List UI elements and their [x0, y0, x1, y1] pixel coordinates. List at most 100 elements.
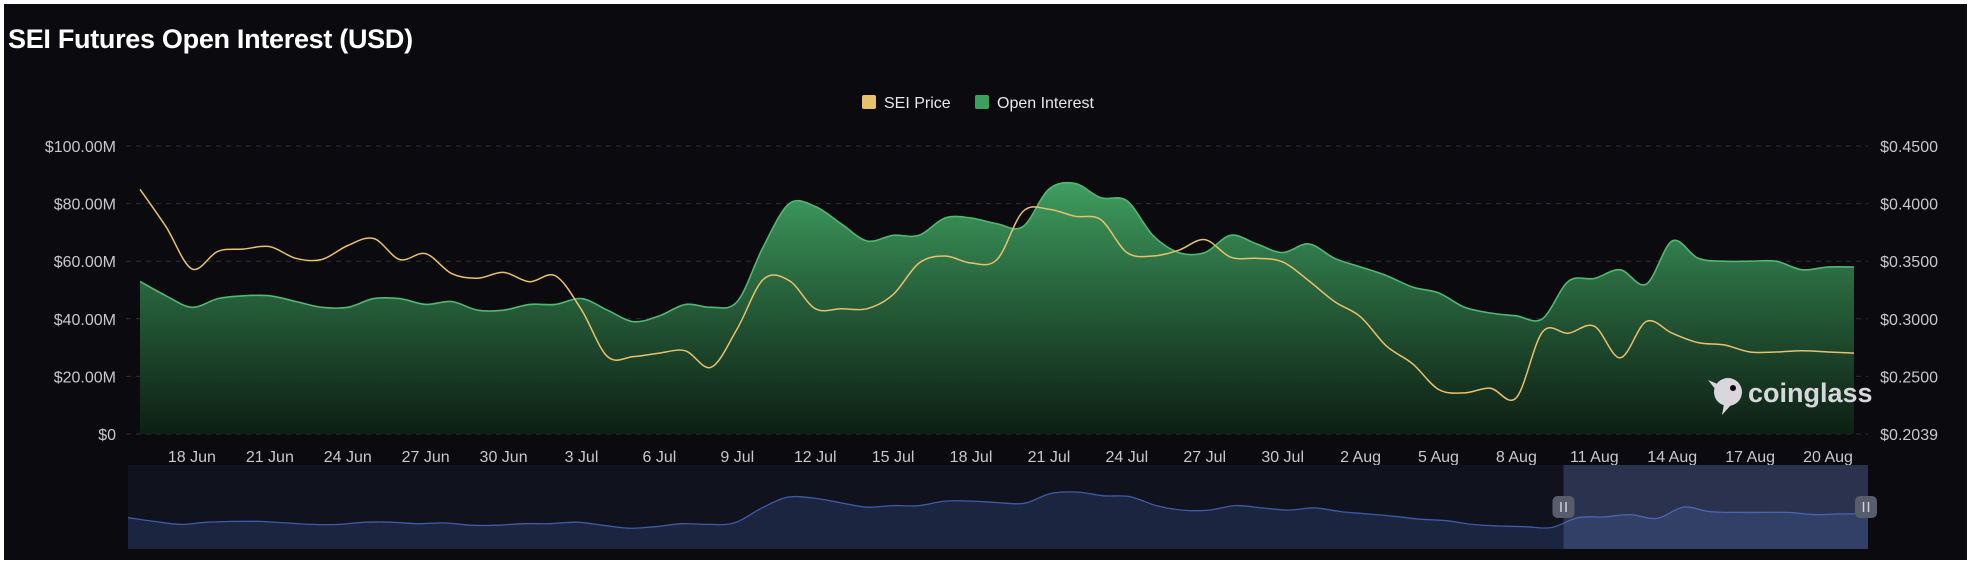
sei-price-point: [1177, 248, 1181, 252]
x-tick-label: 11 Aug: [1570, 449, 1619, 466]
open-interest-point: [1410, 285, 1414, 289]
sei-price-point: [605, 354, 609, 358]
y-right-tick-label: $0.3000: [1880, 312, 1938, 329]
sei-price-point: [1099, 218, 1103, 222]
x-tick-label: 15 Jul: [872, 449, 915, 466]
sei-price-point: [1280, 260, 1284, 264]
sei-price-point: [1358, 315, 1362, 319]
navigator-handle-left[interactable]: [1552, 496, 1575, 518]
open-interest-point: [1748, 259, 1752, 263]
x-tick-label: 18 Jun: [168, 449, 216, 466]
sei-price-point: [657, 351, 661, 355]
open-interest-point: [839, 222, 843, 226]
open-interest-point: [527, 302, 531, 306]
y-axis-right: $0.2039 $0.2500 $0.3000 $0.3500 $0.4000 $0.45…: [1880, 139, 1938, 444]
sei-price-point: [449, 271, 453, 275]
open-interest-point: [1488, 311, 1492, 315]
open-interest-point: [423, 302, 427, 306]
x-tick-label: 30 Jun: [480, 449, 528, 466]
sei-price-point: [1488, 386, 1492, 390]
x-tick-label: 6 Jul: [642, 449, 676, 466]
sei-price-point: [1462, 391, 1466, 395]
open-interest-point: [294, 299, 298, 303]
open-interest-point: [579, 296, 583, 300]
sei-price-point: [1592, 324, 1596, 328]
x-tick-label: 30 Jul: [1261, 449, 1304, 466]
open-interest-point: [1125, 199, 1129, 203]
sei-price-point: [268, 244, 272, 248]
x-tick-label: 2 Aug: [1340, 449, 1381, 466]
sei-price-point: [501, 270, 505, 274]
sei-price-point: [1644, 319, 1648, 323]
navigator-handle-right[interactable]: [1855, 496, 1877, 518]
open-interest-point: [1800, 268, 1804, 272]
open-interest-point: [1280, 250, 1284, 254]
open-interest-point: [1021, 224, 1025, 228]
sei-price-point: [1566, 331, 1570, 335]
sei-price-point: [761, 277, 765, 281]
x-tick-label: 24 Jul: [1105, 449, 1148, 466]
x-tick-label: 27 Jun: [402, 449, 450, 466]
navigator-selection[interactable]: [1563, 465, 1869, 549]
y-right-tick-label: $0.3500: [1880, 254, 1938, 271]
sei-price-point: [553, 274, 557, 278]
x-tick-label: 3 Jul: [565, 449, 599, 466]
series-open-interest-line: [139, 181, 1855, 323]
x-tick-label: 21 Jun: [246, 449, 294, 466]
sei-price-point: [1722, 343, 1726, 347]
y-right-tick-label: $0.4000: [1880, 197, 1938, 214]
sei-price-point: [995, 257, 999, 261]
open-interest-point: [709, 305, 713, 309]
y-axis-left: $0 $20.00M $40.00M $60.00M $80.00M $100.00M: [45, 139, 116, 444]
sei-price-point: [631, 354, 635, 358]
open-interest-point: [1229, 233, 1233, 237]
sei-price-point: [1748, 350, 1752, 354]
open-interest-point: [657, 314, 661, 318]
legend-swatch-open-interest: [975, 95, 989, 109]
sei-price-point: [1047, 207, 1051, 211]
sei-price-point: [1852, 351, 1856, 355]
open-interest-point: [1462, 305, 1466, 309]
pause-grip-icon[interactable]: [1855, 496, 1877, 518]
sei-price-point: [346, 243, 350, 247]
open-interest-point: [1618, 268, 1622, 272]
sei-price-point: [1125, 250, 1129, 254]
sei-price-point: [1021, 209, 1025, 213]
navigator-line: [127, 491, 1869, 529]
y-left-tick-label: $20.00M: [54, 369, 116, 386]
open-interest-point: [1852, 265, 1856, 269]
x-tick-label: 27 Jul: [1183, 449, 1226, 466]
sei-price-point: [242, 247, 246, 251]
open-interest-point: [1358, 265, 1362, 269]
x-tick-label: 8 Aug: [1496, 449, 1537, 466]
sei-price-point: [1203, 237, 1207, 241]
open-interest-point: [787, 201, 791, 205]
open-interest-point: [190, 305, 194, 309]
open-interest-point: [995, 222, 999, 226]
open-interest-point: [735, 299, 739, 303]
sei-price-point: [294, 256, 298, 260]
open-interest-point: [1203, 250, 1207, 254]
range-navigator[interactable]: [127, 465, 1877, 549]
open-interest-point: [138, 279, 142, 283]
y-right-tick-label: $0.2039: [1880, 427, 1938, 444]
legend-item-open-interest[interactable]: Open Interest: [975, 95, 1095, 112]
sei-price-point: [320, 257, 324, 261]
sei-price-point: [397, 257, 401, 261]
legend-item-sei-price[interactable]: SEI Price: [862, 95, 951, 112]
sei-price-point: [1800, 349, 1804, 353]
x-tick-label: 9 Jul: [720, 449, 754, 466]
coinglass-logo-icon: [1708, 378, 1742, 415]
sei-price-point: [1151, 254, 1155, 258]
open-interest-point: [475, 308, 479, 312]
pause-grip-icon[interactable]: [1552, 496, 1575, 518]
open-interest-point: [1047, 187, 1051, 191]
x-tick-label: 24 Jun: [324, 449, 372, 466]
open-interest-point: [1774, 259, 1778, 263]
sei-price-point: [683, 349, 687, 353]
sei-price-point: [1514, 395, 1518, 399]
open-interest-point: [761, 245, 765, 249]
open-interest-point: [1384, 273, 1388, 277]
series-open-interest-area: [140, 182, 1854, 434]
legend: SEI Price Open Interest: [862, 95, 1095, 112]
